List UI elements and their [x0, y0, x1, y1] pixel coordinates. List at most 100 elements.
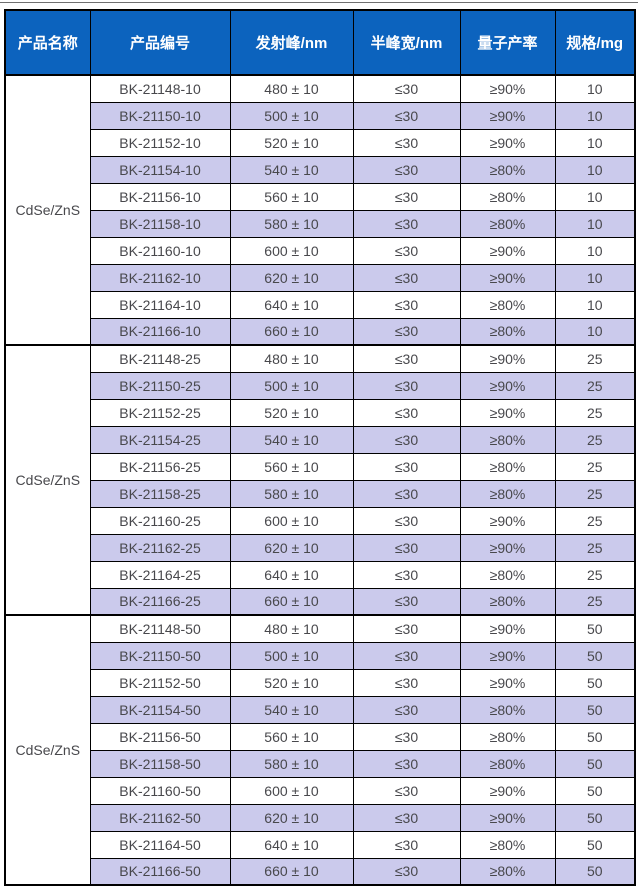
emission-peak-cell: 620 ± 10	[229, 263, 354, 292]
emission-peak-cell: 480 ± 10	[229, 344, 354, 373]
emission-peak-cell: 660 ± 10	[229, 317, 354, 346]
table-row: BK-21152-25 520 ± 10 ≤30 ≥90% 25	[5, 398, 636, 427]
table-row: BK-21156-50 560 ± 10 ≤30 ≥80% 50	[5, 722, 636, 751]
product-code-cell: BK-21148-25	[89, 344, 231, 373]
table-row: BK-21154-10 540 ± 10 ≤30 ≥80% 10	[5, 155, 636, 184]
table-body: CdSe/ZnS BK-21148-10 480 ± 10 ≤30 ≥90% 10 BK-2…	[4, 74, 636, 886]
fwhm-cell: ≤30	[352, 101, 461, 130]
fwhm-cell: ≤30	[352, 290, 461, 319]
emission-peak-cell: 580 ± 10	[229, 209, 354, 238]
quantum-yield-cell: ≥80%	[459, 452, 556, 481]
product-spec-table: 产品名称 产品编号 发射峰/nm 半峰宽/nm 量子产率 规格/mg CdSe/ZnS BK…	[4, 9, 636, 886]
spec-cell: 50	[554, 641, 636, 670]
spec-cell: 25	[554, 344, 636, 373]
emission-peak-cell: 480 ± 10	[229, 614, 354, 643]
table-row: BK-21154-25 540 ± 10 ≤30 ≥80% 25	[5, 425, 636, 454]
product-code-cell: BK-21166-10	[89, 317, 231, 346]
table-row: BK-21164-25 640 ± 10 ≤30 ≥80% 25	[5, 560, 636, 589]
column-header-quantum-yield: 量子产率	[459, 9, 556, 76]
quantum-yield-cell: ≥80%	[459, 290, 556, 319]
emission-peak-cell: 540 ± 10	[229, 425, 354, 454]
table-row: BK-21158-10 580 ± 10 ≤30 ≥80% 10	[5, 209, 636, 238]
fwhm-cell: ≤30	[352, 533, 461, 562]
quantum-yield-cell: ≥90%	[459, 641, 556, 670]
quantum-yield-cell: ≥80%	[459, 182, 556, 211]
product-code-cell: BK-21158-10	[89, 209, 231, 238]
fwhm-cell: ≤30	[352, 182, 461, 211]
emission-peak-cell: 620 ± 10	[229, 533, 354, 562]
product-name-cell: CdSe/ZnS	[4, 74, 91, 346]
quantum-yield-cell: ≥80%	[459, 425, 556, 454]
product-code-cell: BK-21160-50	[89, 776, 231, 805]
emission-peak-cell: 520 ± 10	[229, 668, 354, 697]
emission-peak-cell: 540 ± 10	[229, 155, 354, 184]
quantum-yield-cell: ≥80%	[459, 857, 556, 886]
product-code-cell: BK-21150-50	[89, 641, 231, 670]
product-code-cell: BK-21156-25	[89, 452, 231, 481]
table-row: BK-21162-10 620 ± 10 ≤30 ≥90% 10	[5, 263, 636, 292]
quantum-yield-cell: ≥80%	[459, 209, 556, 238]
quantum-yield-cell: ≥90%	[459, 776, 556, 805]
fwhm-cell: ≤30	[352, 641, 461, 670]
product-code-cell: BK-21166-25	[89, 587, 231, 616]
fwhm-cell: ≤30	[352, 776, 461, 805]
table-row: BK-21150-25 500 ± 10 ≤30 ≥90% 25	[5, 371, 636, 400]
table-row: BK-21160-10 600 ± 10 ≤30 ≥90% 10	[5, 236, 636, 265]
quantum-yield-cell: ≥80%	[459, 749, 556, 778]
quantum-yield-cell: ≥90%	[459, 506, 556, 535]
emission-peak-cell: 480 ± 10	[229, 74, 354, 103]
product-code-cell: BK-21162-25	[89, 533, 231, 562]
table-row: BK-21150-50 500 ± 10 ≤30 ≥90% 50	[5, 641, 636, 670]
spec-cell: 25	[554, 425, 636, 454]
fwhm-cell: ≤30	[352, 425, 461, 454]
spec-cell: 50	[554, 668, 636, 697]
quantum-yield-cell: ≥90%	[459, 668, 556, 697]
product-name-cell: CdSe/ZnS	[4, 344, 91, 616]
product-code-cell: BK-21158-25	[89, 479, 231, 508]
spec-cell: 10	[554, 290, 636, 319]
fwhm-cell: ≤30	[352, 398, 461, 427]
fwhm-cell: ≤30	[352, 722, 461, 751]
spec-cell: 50	[554, 614, 636, 643]
fwhm-cell: ≤30	[352, 668, 461, 697]
column-header-fwhm: 半峰宽/nm	[352, 9, 461, 76]
table-row: BK-21152-10 520 ± 10 ≤30 ≥90% 10	[5, 128, 636, 157]
fwhm-cell: ≤30	[352, 155, 461, 184]
product-code-cell: BK-21148-50	[89, 614, 231, 643]
emission-peak-cell: 500 ± 10	[229, 641, 354, 670]
quantum-yield-cell: ≥80%	[459, 479, 556, 508]
emission-peak-cell: 580 ± 10	[229, 749, 354, 778]
table-row: CdSe/ZnS BK-21148-10 480 ± 10 ≤30 ≥90% 10	[4, 74, 636, 346]
spec-cell: 25	[554, 560, 636, 589]
product-code-cell: BK-21162-10	[89, 263, 231, 292]
spec-cell: 50	[554, 830, 636, 859]
fwhm-cell: ≤30	[352, 344, 461, 373]
product-code-cell: BK-21154-50	[89, 695, 231, 724]
fwhm-cell: ≤30	[352, 614, 461, 643]
product-code-cell: BK-21160-10	[89, 236, 231, 265]
table-row: BK-21164-10 640 ± 10 ≤30 ≥80% 10	[5, 290, 636, 319]
product-name-cell: CdSe/ZnS	[4, 614, 91, 886]
product-code-cell: BK-21164-50	[89, 830, 231, 859]
spec-cell: 10	[554, 155, 636, 184]
emission-peak-cell: 520 ± 10	[229, 398, 354, 427]
emission-peak-cell: 560 ± 10	[229, 182, 354, 211]
emission-peak-cell: 500 ± 10	[229, 101, 354, 130]
product-code-cell: BK-21160-25	[89, 506, 231, 535]
fwhm-cell: ≤30	[352, 803, 461, 832]
spec-cell: 25	[554, 371, 636, 400]
table-header: 产品名称 产品编号 发射峰/nm 半峰宽/nm 量子产率 规格/mg	[4, 9, 636, 76]
spec-cell: 50	[554, 803, 636, 832]
spec-cell: 25	[554, 479, 636, 508]
fwhm-cell: ≤30	[352, 857, 461, 886]
fwhm-cell: ≤30	[352, 371, 461, 400]
emission-peak-cell: 640 ± 10	[229, 830, 354, 859]
fwhm-cell: ≤30	[352, 749, 461, 778]
table-row: CdSe/ZnS BK-21148-50 480 ± 10 ≤30 ≥90% 50	[4, 614, 636, 886]
product-code-cell: BK-21156-10	[89, 182, 231, 211]
quantum-yield-cell: ≥80%	[459, 317, 556, 346]
quantum-yield-cell: ≥80%	[459, 560, 556, 589]
quantum-yield-cell: ≥90%	[459, 101, 556, 130]
fwhm-cell: ≤30	[352, 560, 461, 589]
product-code-cell: BK-21156-50	[89, 722, 231, 751]
